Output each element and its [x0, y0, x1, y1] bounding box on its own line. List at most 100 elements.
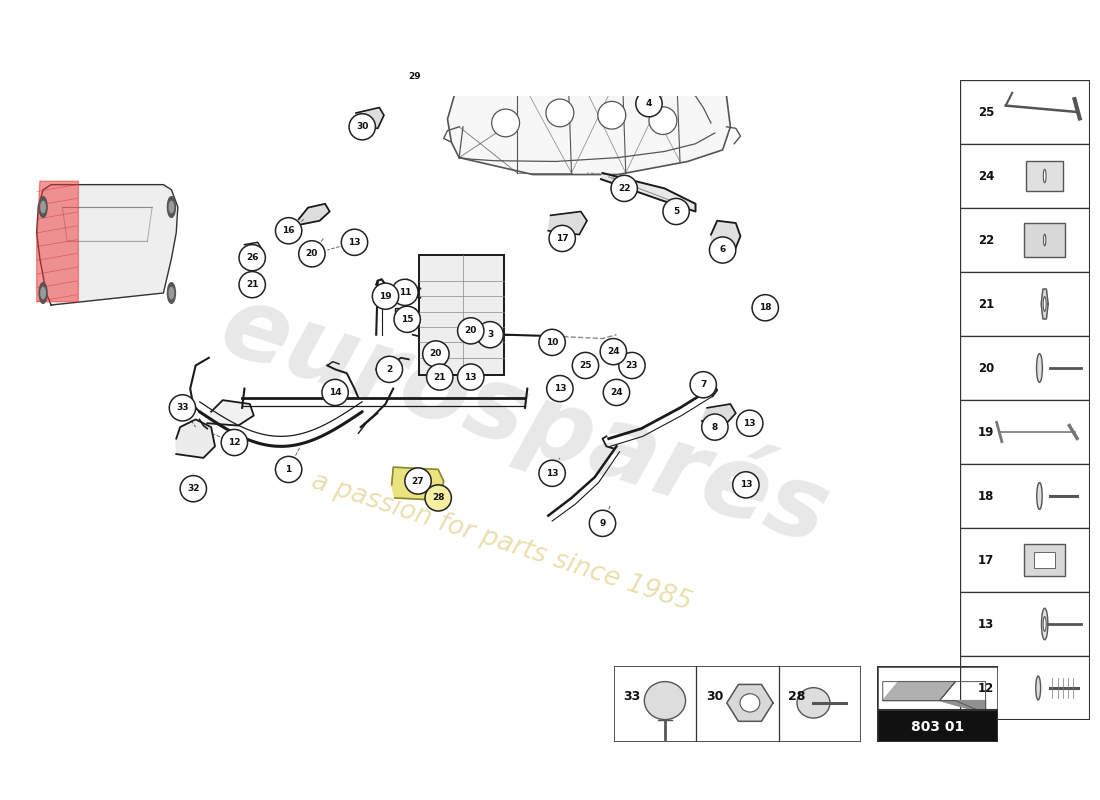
Text: 33: 33 — [624, 690, 640, 703]
Polygon shape — [727, 685, 773, 722]
Circle shape — [372, 283, 398, 310]
Polygon shape — [244, 242, 262, 256]
Text: 28: 28 — [789, 690, 805, 703]
Ellipse shape — [40, 282, 47, 303]
Text: 13: 13 — [464, 373, 477, 382]
Bar — [395, 308, 415, 325]
Text: 13: 13 — [978, 618, 994, 630]
Polygon shape — [354, 107, 384, 128]
Ellipse shape — [41, 202, 45, 213]
Circle shape — [1042, 608, 1048, 640]
Bar — [1024, 544, 1066, 576]
Text: 13: 13 — [744, 418, 756, 428]
Circle shape — [737, 410, 763, 436]
Ellipse shape — [41, 287, 45, 298]
Text: 22: 22 — [618, 184, 630, 193]
Text: 26: 26 — [246, 253, 258, 262]
Circle shape — [702, 414, 728, 440]
Text: eurosparés: eurosparés — [209, 274, 842, 566]
Text: 32: 32 — [187, 484, 199, 493]
Text: 5: 5 — [673, 207, 680, 216]
Circle shape — [1036, 676, 1041, 700]
Polygon shape — [448, 59, 730, 174]
Text: 13: 13 — [553, 384, 566, 393]
Text: 30: 30 — [356, 122, 369, 131]
Circle shape — [1043, 297, 1046, 311]
Bar — [960, 400, 1090, 464]
Text: 22: 22 — [978, 234, 994, 246]
Circle shape — [322, 379, 349, 406]
Polygon shape — [207, 400, 254, 426]
Circle shape — [1037, 482, 1042, 510]
Circle shape — [572, 353, 598, 378]
Text: 33: 33 — [176, 403, 189, 412]
Ellipse shape — [40, 197, 47, 218]
Text: 10: 10 — [546, 338, 559, 347]
Bar — [960, 528, 1090, 592]
Circle shape — [392, 279, 418, 306]
Bar — [960, 336, 1090, 400]
Text: 21: 21 — [978, 298, 994, 310]
Circle shape — [492, 109, 519, 137]
Circle shape — [349, 114, 375, 140]
Circle shape — [394, 306, 420, 332]
Polygon shape — [702, 404, 736, 423]
Text: 24: 24 — [607, 347, 619, 356]
Circle shape — [169, 394, 196, 421]
Circle shape — [740, 694, 760, 712]
Polygon shape — [939, 701, 986, 714]
Text: 24: 24 — [978, 170, 994, 182]
Text: 29: 29 — [408, 72, 421, 82]
Circle shape — [1044, 234, 1046, 246]
Bar — [877, 710, 998, 742]
Polygon shape — [36, 185, 178, 305]
Bar — [1024, 222, 1066, 258]
Circle shape — [422, 341, 449, 367]
Circle shape — [603, 379, 629, 406]
Text: 4: 4 — [646, 99, 652, 108]
Text: 6: 6 — [719, 246, 726, 254]
Polygon shape — [548, 211, 587, 234]
Circle shape — [427, 364, 453, 390]
Ellipse shape — [167, 282, 175, 303]
Text: 803 01: 803 01 — [911, 720, 964, 734]
Circle shape — [221, 430, 248, 455]
Polygon shape — [296, 204, 330, 226]
Circle shape — [477, 322, 504, 348]
Polygon shape — [601, 173, 695, 211]
Circle shape — [546, 99, 574, 126]
Circle shape — [539, 330, 565, 355]
Text: 25: 25 — [580, 361, 592, 370]
Text: 12: 12 — [978, 682, 994, 694]
Circle shape — [649, 106, 676, 134]
Text: 14: 14 — [329, 388, 341, 397]
Text: 7: 7 — [700, 380, 706, 390]
Bar — [960, 656, 1090, 720]
Bar — [960, 208, 1090, 272]
Text: 13: 13 — [349, 238, 361, 247]
Polygon shape — [176, 419, 214, 458]
Polygon shape — [392, 467, 443, 500]
Bar — [960, 144, 1090, 208]
Text: 21: 21 — [246, 280, 258, 289]
Polygon shape — [1042, 289, 1048, 319]
Circle shape — [376, 356, 403, 382]
Circle shape — [601, 338, 627, 365]
Text: 15: 15 — [400, 314, 414, 324]
Circle shape — [299, 241, 326, 267]
Polygon shape — [36, 182, 78, 302]
Circle shape — [539, 460, 565, 486]
Ellipse shape — [169, 287, 174, 298]
Text: 9: 9 — [600, 519, 606, 528]
Text: 28: 28 — [432, 494, 444, 502]
Polygon shape — [882, 682, 955, 701]
Text: 3: 3 — [487, 330, 493, 339]
Text: 18: 18 — [978, 490, 994, 502]
Text: 18: 18 — [759, 303, 771, 312]
Text: 8: 8 — [712, 422, 718, 432]
Circle shape — [619, 353, 645, 378]
Text: 13: 13 — [546, 469, 559, 478]
Text: 23: 23 — [626, 361, 638, 370]
Polygon shape — [711, 221, 740, 251]
Circle shape — [425, 485, 451, 511]
